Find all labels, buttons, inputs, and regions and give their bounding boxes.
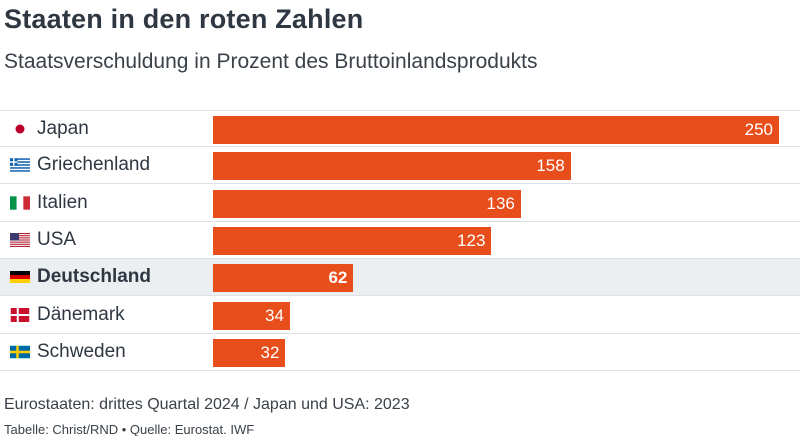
bar-chart: Japan 250 Griechenland 158 Italien 136 USA 123 D… [0,110,800,371]
italy-flag-icon [10,195,30,210]
category-label: Japan [37,118,89,139]
bar-schweden: 32 [213,338,286,367]
bar-d-nemark: 34 [213,301,290,330]
chart-subtitle: Staatsverschuldung in Prozent des Brutto… [4,50,538,73]
category-label: Schweden [37,340,126,362]
value-label: 34 [265,305,284,325]
category-label: Dänemark [37,303,125,325]
bar-row-schweden: Schweden 32 [0,334,800,371]
value-label: 32 [260,342,280,362]
denmark-flag-icon [10,307,30,322]
value-label: 158 [536,156,565,176]
category-label: USA [37,228,77,250]
value-label: 62 [328,268,348,288]
bar-row-japan: Japan 250 [0,110,800,147]
bar-japan: 250 [213,116,779,144]
chart-source: Tabelle: Christ/RND • Quelle: Eurostat. … [4,422,255,436]
sweden-flag-icon [10,345,30,359]
chart-title: Staaten in den roten Zahlen [4,4,364,34]
bar-row-d-nemark: Dänemark 34 [0,297,800,334]
category-label: Italien [37,191,88,213]
value-label: 136 [486,193,515,213]
greece-flag-icon [10,158,30,172]
category-label: Deutschland [37,266,152,288]
usa-flag-icon [10,232,30,247]
bar-griechenland: 158 [213,152,571,181]
bar-italien: 136 [213,189,521,218]
bar-row-usa: USA 123 [0,222,800,259]
chart-note: Eurostaaten: drittes Quartal 2024 / Japa… [4,396,410,413]
bar-row-italien: Italien 136 [0,185,800,222]
bar-row-griechenland: Griechenland 158 [0,147,800,185]
bar-deutschland: 62 [213,264,354,293]
value-label: 123 [457,230,486,250]
germany-flag-icon [10,270,30,284]
japan-flag-icon [10,122,30,136]
category-label: Griechenland [37,154,151,176]
value-label: 250 [744,120,773,139]
bar-row-deutschland: Deutschland 62 [0,259,800,297]
bar-usa: 123 [213,226,492,255]
